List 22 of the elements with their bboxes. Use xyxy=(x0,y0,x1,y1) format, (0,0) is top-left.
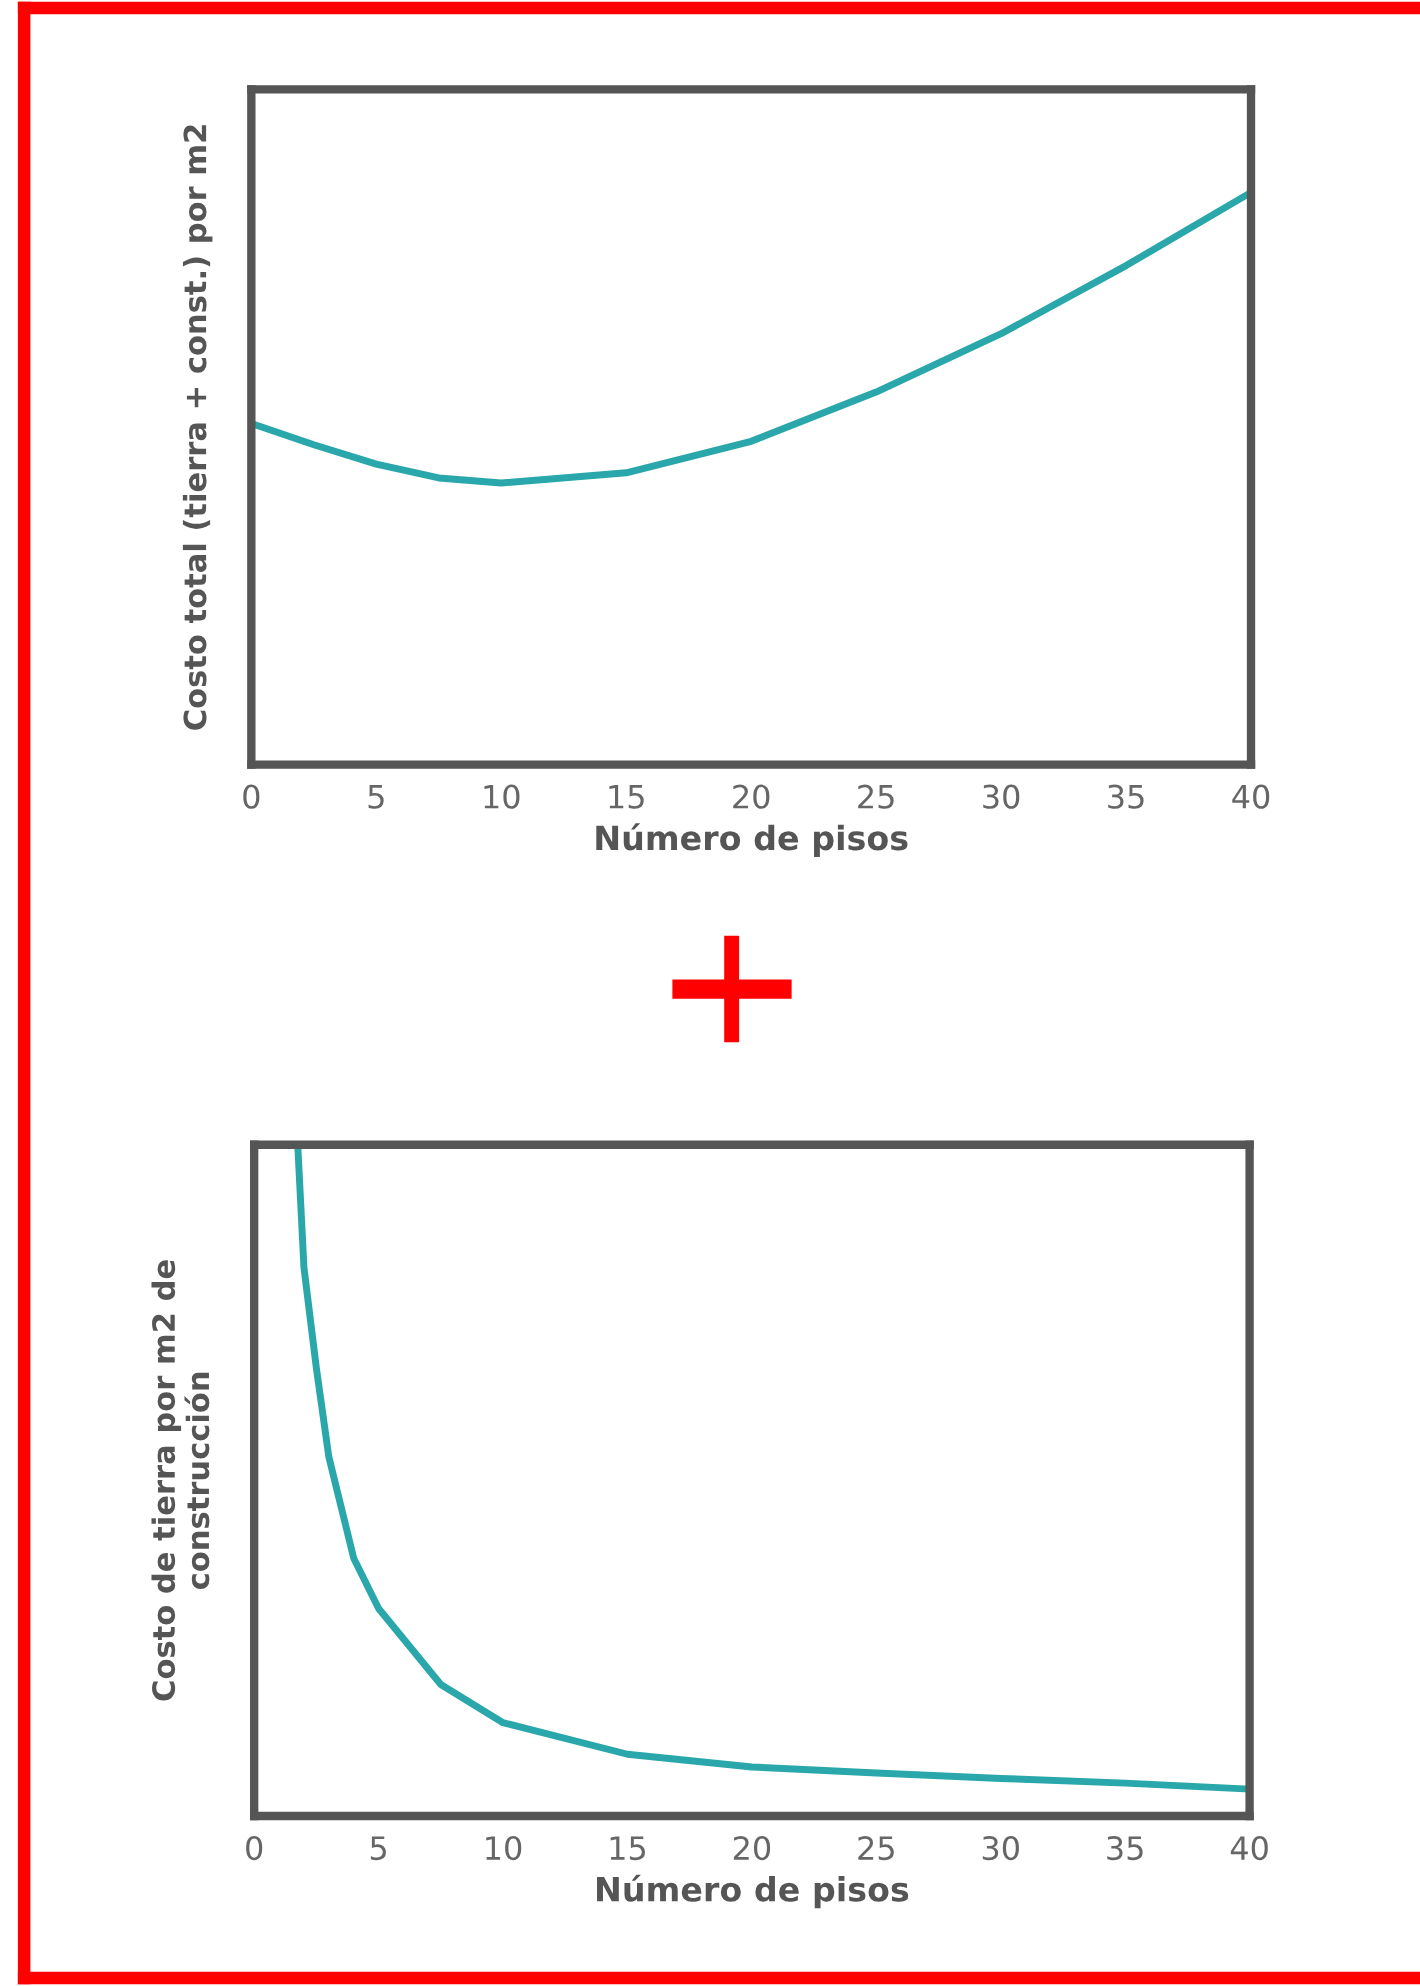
x-tick-label: 35 xyxy=(1108,784,1144,809)
x-tick-label: 20 xyxy=(733,784,770,809)
x-tick-label: 10 xyxy=(486,1836,522,1861)
x-tick-label: 40 xyxy=(1230,1836,1268,1861)
x-tick-label: 25 xyxy=(858,1836,894,1861)
y-axis-title: Costo total (tierra + const.) por m2 xyxy=(182,125,213,730)
x-axis-title: Número de pisos xyxy=(596,823,908,857)
x-tick-label: 15 xyxy=(609,785,644,809)
x-tick-label: 20 xyxy=(733,1836,771,1861)
x-tick-label: 25 xyxy=(858,784,894,809)
x-tick-label: 15 xyxy=(610,1836,645,1861)
x-tick-label: 0 xyxy=(246,1836,263,1861)
x-tick-label: 40 xyxy=(1232,784,1270,809)
x-axis-title: Número de pisos xyxy=(597,1874,909,1909)
x-tick-label: 5 xyxy=(368,785,384,809)
x-tick-label: 30 xyxy=(982,1836,1019,1861)
x-tick-label: 35 xyxy=(1107,1836,1143,1861)
y-axis-title: Costo de tierra por m2 de construcción xyxy=(151,1260,210,1701)
x-tick-label: 30 xyxy=(983,784,1020,809)
x-tick-label: 0 xyxy=(243,784,260,809)
x-tick-label: 10 xyxy=(484,784,520,809)
x-tick-label: 5 xyxy=(370,1836,386,1861)
